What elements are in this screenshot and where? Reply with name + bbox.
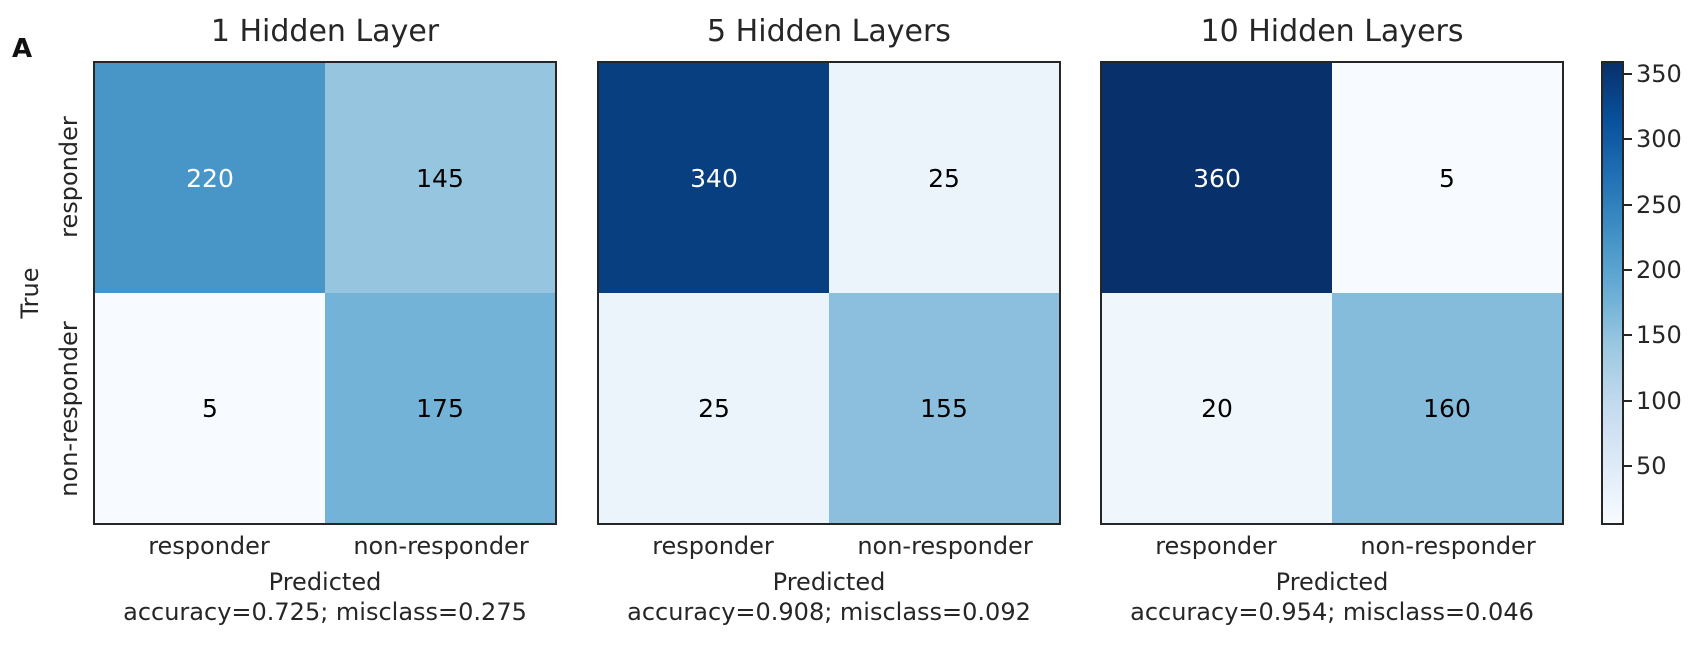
colorbar-tick-label: 200 [1636, 256, 1682, 285]
matrix-cell: 220 [95, 63, 325, 293]
colorbar-tick-label: 100 [1636, 386, 1682, 415]
x-tick-label: non-responder [857, 532, 1033, 560]
colorbar-tick [1624, 203, 1632, 206]
confusion-matrix: 220 145 5 175 [93, 61, 557, 525]
colorbar-tick [1624, 73, 1632, 76]
colorbar-tick [1624, 334, 1632, 337]
matrix-cell: 5 [1332, 63, 1562, 293]
colorbar-tick-label: 50 [1636, 452, 1667, 481]
x-axis-title: Predicted [268, 568, 382, 596]
x-axis-title: Predicted [772, 568, 886, 596]
x-axis-label: Predicted accuracy=0.954; misclass=0.046 [1040, 567, 1624, 627]
colorbar-tick-label: 250 [1636, 190, 1682, 219]
colorbar-tick-label: 350 [1636, 60, 1682, 89]
accuracy-caption: accuracy=0.954; misclass=0.046 [1130, 598, 1534, 626]
panel-3: 10 Hidden Layers 360 5 20 160 responder non-re… [1100, 0, 1570, 647]
colorbar-tick [1624, 269, 1632, 272]
matrix-cell: 340 [599, 63, 829, 293]
panel-title: 5 Hidden Layers [707, 14, 951, 49]
matrix-cell: 20 [1102, 293, 1332, 523]
matrix-cell: 145 [325, 63, 555, 293]
accuracy-caption: accuracy=0.725; misclass=0.275 [123, 598, 527, 626]
matrix-cell: 360 [1102, 63, 1332, 293]
y-tick-label: responder [55, 116, 83, 238]
x-tick-label: responder [652, 532, 774, 560]
colorbar-tick-label: 300 [1636, 125, 1682, 154]
panel-title: 10 Hidden Layers [1200, 14, 1464, 49]
y-tick-label: non-responder [55, 321, 83, 497]
x-axis-label: Predicted accuracy=0.725; misclass=0.275 [33, 567, 617, 627]
matrix-cell: 175 [325, 293, 555, 523]
matrix-cell: 25 [599, 293, 829, 523]
x-axis-title: Predicted [1275, 568, 1389, 596]
confusion-matrix: 340 25 25 155 [597, 61, 1061, 525]
x-tick-label: responder [148, 532, 270, 560]
matrix-cell: 160 [1332, 293, 1562, 523]
colorbar-tick [1624, 399, 1632, 402]
colorbar-tick [1624, 465, 1632, 468]
x-tick-label: responder [1155, 532, 1277, 560]
panel-2: 5 Hidden Layers 340 25 25 155 responder non-re… [597, 0, 1067, 647]
x-tick-label: non-responder [353, 532, 529, 560]
matrix-cell: 25 [829, 63, 1059, 293]
matrix-cell: 5 [95, 293, 325, 523]
colorbar-tick-label: 150 [1636, 321, 1682, 350]
panel-letter: A [12, 34, 33, 64]
confusion-matrix: 360 5 20 160 [1100, 61, 1564, 525]
panel-1: 1 Hidden Layer 220 145 5 175 responder non-res… [93, 0, 563, 647]
accuracy-caption: accuracy=0.908; misclass=0.092 [627, 598, 1031, 626]
x-axis-label: Predicted accuracy=0.908; misclass=0.092 [537, 567, 1121, 627]
panel-title: 1 Hidden Layer [210, 14, 440, 49]
y-axis-label: True [16, 267, 44, 319]
colorbar [1601, 61, 1624, 525]
colorbar-tick [1624, 138, 1632, 141]
matrix-cell: 155 [829, 293, 1059, 523]
x-tick-label: non-responder [1360, 532, 1536, 560]
